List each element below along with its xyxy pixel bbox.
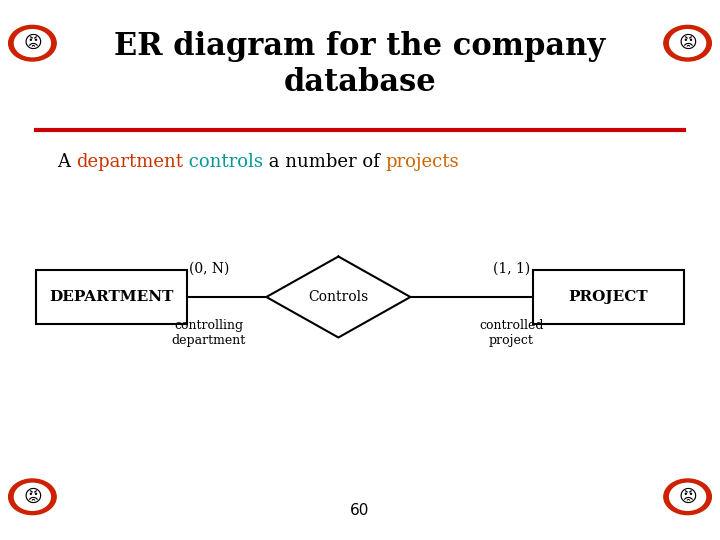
- Text: 😡: 😡: [678, 488, 697, 506]
- Text: PROJECT: PROJECT: [569, 290, 648, 304]
- Text: DEPARTMENT: DEPARTMENT: [50, 290, 174, 304]
- Text: 😡: 😡: [23, 488, 42, 506]
- Text: (1, 1): (1, 1): [492, 261, 530, 275]
- Polygon shape: [266, 256, 410, 338]
- Text: controlling
department: controlling department: [171, 319, 246, 347]
- Circle shape: [9, 25, 56, 61]
- Circle shape: [9, 479, 56, 515]
- Circle shape: [14, 30, 50, 57]
- Text: department: department: [76, 153, 184, 171]
- Text: 60: 60: [351, 503, 369, 518]
- Circle shape: [664, 479, 711, 515]
- Text: Controls: Controls: [308, 290, 369, 304]
- Circle shape: [14, 483, 50, 510]
- Text: A: A: [58, 153, 76, 171]
- Text: (0, N): (0, N): [189, 261, 229, 275]
- Circle shape: [670, 483, 706, 510]
- Text: ER diagram for the company
database: ER diagram for the company database: [114, 31, 606, 98]
- Text: a number of: a number of: [264, 153, 386, 171]
- Circle shape: [670, 30, 706, 57]
- Circle shape: [664, 25, 711, 61]
- FancyBboxPatch shape: [533, 270, 684, 324]
- FancyBboxPatch shape: [36, 270, 187, 324]
- Text: 😡: 😡: [23, 34, 42, 52]
- Text: controlled
project: controlled project: [479, 319, 544, 347]
- Text: projects: projects: [386, 153, 459, 171]
- Text: controls: controls: [184, 153, 264, 171]
- Text: 😡: 😡: [678, 34, 697, 52]
